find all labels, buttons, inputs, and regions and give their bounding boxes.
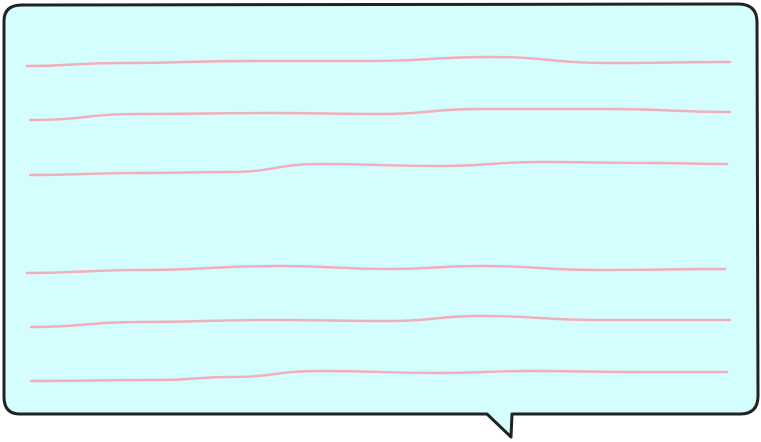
ruled-line [29, 369, 729, 383]
ruled-line [25, 55, 732, 68]
ruled-line [29, 314, 732, 329]
ruled-line [25, 264, 727, 275]
ruled-lines-group [25, 55, 732, 383]
ruled-line [28, 160, 729, 177]
ruled-line [28, 107, 732, 122]
